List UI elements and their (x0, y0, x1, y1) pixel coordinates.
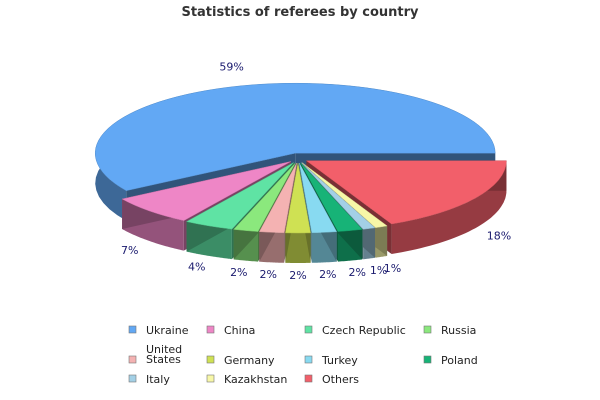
slice-label-others: 18% (487, 229, 511, 242)
legend-label-italy: Italy (146, 373, 170, 386)
chart-title: Statistics of referees by country (181, 5, 419, 20)
slice-label-turkey: 2% (319, 268, 336, 281)
slice-label-united-states: 2% (259, 268, 276, 281)
legend-swatch-others (304, 374, 313, 383)
legend-swatch-ukraine (128, 325, 137, 334)
slice-label-kazakhstan: 1% (384, 262, 401, 275)
legend-swatch-russia (423, 325, 432, 334)
legend-label-czech-republic: Czech Republic (322, 324, 406, 337)
legend-item-china: China (206, 324, 255, 337)
slice-russia (233, 162, 296, 232)
slice-poland (300, 162, 363, 232)
slice-label-italy: 1% (370, 264, 387, 277)
slice-china (121, 161, 292, 221)
legend-item-germany: Germany (206, 354, 275, 367)
legend-item-turkey: Turkey (304, 354, 358, 367)
legend-swatch-czech-republic (304, 325, 313, 334)
legend-item-italy: Italy (128, 373, 170, 386)
slice-label-china: 7% (121, 244, 138, 257)
slice-ukraine (95, 82, 496, 191)
legend-label-ukraine: Ukraine (146, 324, 189, 337)
legend-item-poland: Poland (423, 354, 478, 367)
slice-label-germany: 2% (289, 269, 306, 282)
legend: Ukraine China Czech Republic Russia UnitedSt… (128, 324, 478, 386)
slice-turkey (299, 162, 338, 234)
legend-item-russia: Russia (423, 324, 476, 337)
slice-label-poland: 2% (348, 266, 365, 279)
legend-label-united-states: States (146, 353, 181, 366)
legend-swatch-turkey (304, 355, 313, 364)
legend-item-kazakhstan: Kazakhstan (206, 373, 287, 386)
legend-label-others: Others (322, 373, 359, 386)
pie-slices (95, 82, 507, 234)
slice-labels: 59% 7% 4% 2% 2% 2% 2% 2% 1%1% 18% (121, 61, 511, 282)
slice-label-ukraine: 59% (219, 61, 243, 74)
legend-label-turkey: Turkey (321, 354, 358, 367)
legend-label-germany: Germany (224, 354, 275, 367)
legend-swatch-china (206, 325, 215, 334)
legend-label-russia: Russia (441, 324, 476, 337)
slice-kazakhstan (301, 162, 388, 228)
slice-label-czech-republic: 4% (188, 261, 205, 274)
legend-label-kazakhstan: Kazakhstan (224, 373, 287, 386)
legend-swatch-kazakhstan (206, 374, 215, 383)
legend-label-china: China (224, 324, 255, 337)
legend-item-ukraine: Ukraine (128, 324, 189, 337)
slice-others (305, 160, 507, 225)
slice-czech-republic (185, 162, 294, 230)
legend-label-poland: Poland (441, 354, 478, 367)
legend-swatch-italy (128, 374, 137, 383)
legend-swatch-poland (423, 355, 432, 364)
slice-label-russia: 2% (230, 266, 247, 279)
legend-swatch-germany (206, 355, 215, 364)
legend-label-united-states: United (146, 343, 182, 356)
legend-item-czech-republic: Czech Republic (304, 324, 406, 337)
legend-item-others: Others (304, 373, 359, 386)
slice-italy (301, 162, 376, 230)
slice-germany (285, 162, 311, 234)
legend-swatch-united-states (128, 355, 137, 364)
slice-united-states (258, 162, 297, 234)
